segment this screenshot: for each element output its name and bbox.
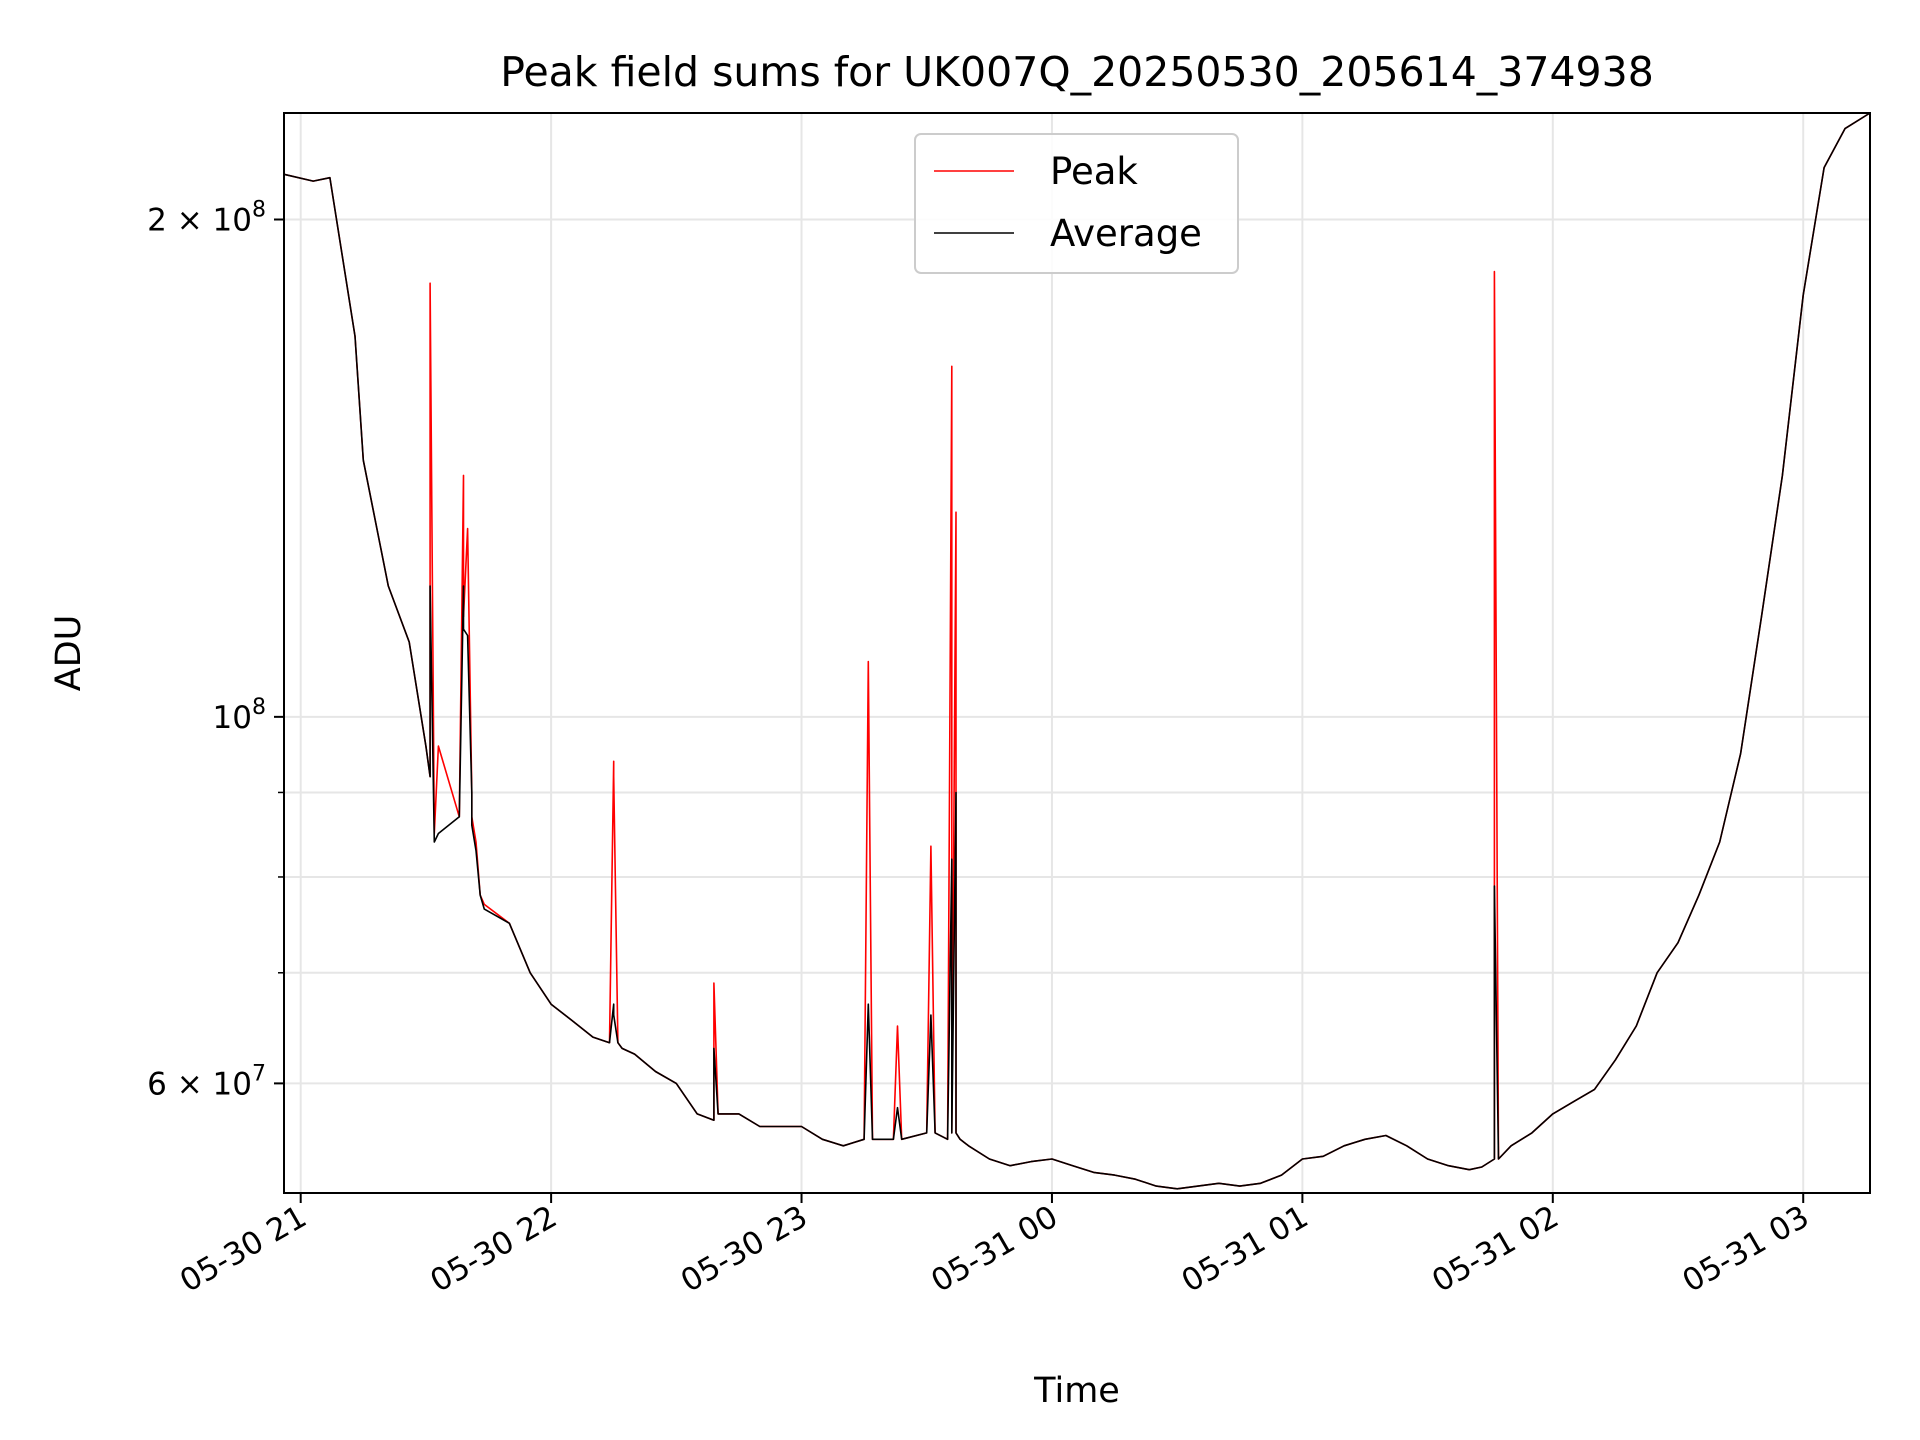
y-tick-label-base: 2 × 10: [147, 202, 252, 238]
plot-frame: [283, 112, 1871, 1194]
y-tick-label-base: 6 × 10: [147, 1066, 252, 1102]
y-tick-label: 2 × 108: [147, 197, 266, 238]
y-axis-label: ADU: [49, 615, 89, 692]
legend-label-peak: Peak: [1050, 150, 1138, 193]
chart-title: Peak field sums for UK007Q_20250530_2056…: [500, 48, 1654, 96]
y-tick-label-exponent: 7: [252, 1061, 266, 1086]
x-axis-label: Time: [1033, 1371, 1120, 1411]
series-line-average: [283, 112, 1871, 1190]
series-lines: [283, 112, 1871, 1190]
y-tick-label-exponent: 8: [252, 197, 266, 222]
legend: Peak Average: [914, 133, 1239, 274]
legend-box: [914, 133, 1239, 274]
grid-lines: [284, 113, 1870, 1193]
y-tick-label-exponent: 8: [252, 695, 266, 720]
y-tick-label: 6 × 107: [147, 1061, 266, 1102]
legend-label-average: Average: [1050, 212, 1202, 255]
y-tick-label-base: 10: [213, 700, 252, 736]
y-tick-label: 108: [213, 695, 266, 736]
